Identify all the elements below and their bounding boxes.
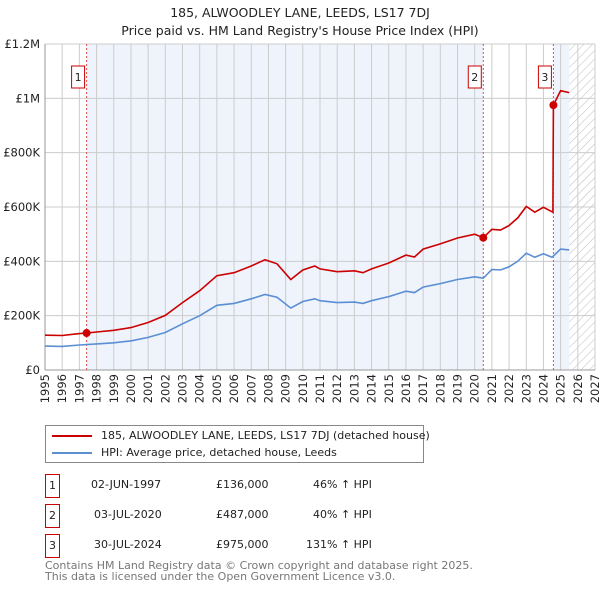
x-tick-label: 1998 xyxy=(90,374,104,403)
sale-price: £487,000 xyxy=(216,508,269,521)
x-tick-label: 2010 xyxy=(296,374,310,403)
x-tick-label: 2005 xyxy=(210,374,224,403)
x-tick-label: 2022 xyxy=(502,374,516,403)
x-tick-label: 2021 xyxy=(485,374,499,403)
property-price-line xyxy=(44,89,570,337)
sale-date: 30-JUL-2024 xyxy=(94,538,162,551)
x-tick-label: 2017 xyxy=(416,374,430,403)
sale-label-box xyxy=(537,65,552,89)
x-tick-label: 2027 xyxy=(588,374,600,403)
footer: Contains HM Land Registry data © Crown c… xyxy=(45,560,473,582)
sale-label: 2 xyxy=(471,71,478,84)
x-tick-label: 2008 xyxy=(261,374,275,403)
x-tick-label: 2026 xyxy=(571,374,585,403)
x-tick-label: 2015 xyxy=(382,374,396,403)
sale-date: 03-JUL-2020 xyxy=(94,508,162,521)
x-tick-label: 2007 xyxy=(244,374,258,403)
y-tick-label: £400K xyxy=(3,254,40,268)
x-tick-label: 2003 xyxy=(176,374,190,403)
y-tick-label: £1M xyxy=(15,91,40,105)
legend-label: 185, ALWOODLEY LANE, LEEDS, LS17 7DJ (de… xyxy=(101,429,430,442)
sale-hpi: 46% ↑ HPI xyxy=(313,478,372,491)
x-tick-label: 2000 xyxy=(124,374,138,403)
x-tick-label: 2004 xyxy=(193,374,207,403)
sale-point xyxy=(479,233,488,242)
sale-point xyxy=(82,329,91,338)
x-tick-label: 2011 xyxy=(313,374,327,403)
sale-price: £975,000 xyxy=(216,538,269,551)
sale-point xyxy=(549,101,558,110)
sale-date: 02-JUN-1997 xyxy=(91,478,162,491)
x-tick-label: 2023 xyxy=(519,374,533,403)
x-tick-label: 1999 xyxy=(107,374,121,403)
x-tick-label: 2019 xyxy=(451,374,465,403)
sale-hpi: 40% ↑ HPI xyxy=(313,508,372,521)
sale-label-box xyxy=(467,65,482,89)
y-tick-label: £200K xyxy=(3,309,40,323)
x-tick-label: 2001 xyxy=(141,374,155,403)
legend-label: HPI: Average price, detached house, Leed… xyxy=(101,446,337,459)
y-tick-label: £600K xyxy=(3,200,40,214)
x-tick-label: 2025 xyxy=(554,374,568,403)
y-tick-label: £800K xyxy=(3,146,40,160)
footer-line: This data is licensed under the Open Gov… xyxy=(45,570,396,583)
x-tick-label: 2016 xyxy=(399,374,413,403)
x-tick-label: 2012 xyxy=(330,374,344,403)
hpi-line xyxy=(44,248,570,348)
y-tick-label: £1.2M xyxy=(4,37,40,51)
chart-title: 185, ALWOODLEY LANE, LEEDS, LS17 7DJ xyxy=(170,5,430,20)
sale-number: 1 xyxy=(45,474,60,498)
x-tick-label: 2013 xyxy=(347,374,361,403)
sale-number: 3 xyxy=(45,534,60,558)
x-tick-label: 2020 xyxy=(468,374,482,403)
x-tick-label: 2018 xyxy=(433,374,447,403)
sale-label-box xyxy=(71,65,86,89)
x-tick-label: 2006 xyxy=(227,374,241,403)
legend-swatch-red xyxy=(52,435,92,437)
sale-hpi: 131% ↑ HPI xyxy=(306,538,372,551)
x-tick-label: 2009 xyxy=(279,374,293,403)
x-tick-label: 1996 xyxy=(55,374,69,403)
sale-number: 2 xyxy=(45,504,60,528)
sale-label: 1 xyxy=(75,71,82,84)
footer-line: Contains HM Land Registry data © Crown c… xyxy=(45,559,473,572)
legend-swatch-blue xyxy=(52,452,92,454)
sale-price: £136,000 xyxy=(216,478,269,491)
x-tick-label: 2024 xyxy=(536,374,550,403)
price-chart: 185, ALWOODLEY LANE, LEEDS, LS17 7DJ Pric… xyxy=(3,5,600,403)
x-tick-label: 2002 xyxy=(158,374,172,403)
x-tick-label: 1995 xyxy=(38,374,52,403)
y-tick-label: £0 xyxy=(25,363,40,377)
legend: 185, ALWOODLEY LANE, LEEDS, LS17 7DJ (de… xyxy=(45,425,430,463)
chart-subtitle: Price paid vs. HM Land Registry's House … xyxy=(121,23,478,38)
sale-label: 3 xyxy=(541,71,548,84)
x-tick-label: 2014 xyxy=(365,374,379,403)
x-tick-label: 1997 xyxy=(72,374,86,403)
